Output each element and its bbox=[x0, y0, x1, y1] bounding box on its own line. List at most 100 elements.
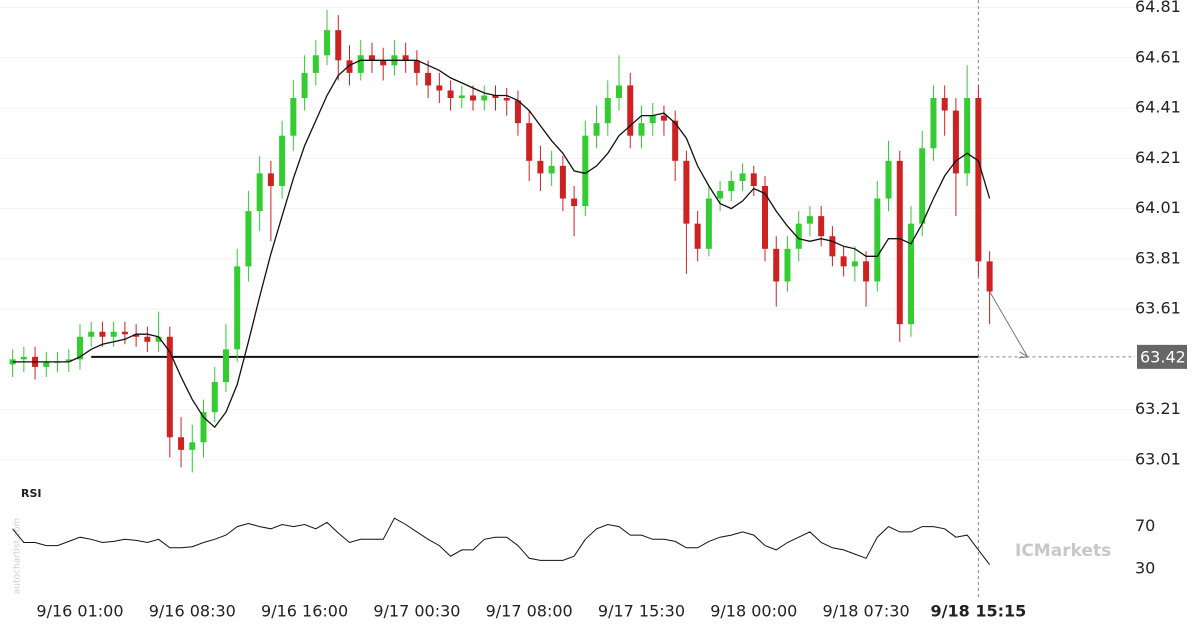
candle-body bbox=[222, 349, 229, 382]
candle-body bbox=[964, 98, 971, 174]
candle-body bbox=[503, 98, 510, 101]
y-tick-label: 63.81 bbox=[1135, 248, 1181, 267]
rsi-line bbox=[12, 517, 990, 565]
candle-body bbox=[200, 412, 207, 443]
forecast-arrow bbox=[989, 291, 1029, 358]
candle-body bbox=[110, 331, 117, 337]
candle-body bbox=[818, 216, 825, 237]
candle-body bbox=[537, 160, 544, 174]
candle-body bbox=[470, 95, 477, 101]
candle-body bbox=[99, 331, 106, 337]
candle-body bbox=[357, 55, 364, 73]
y-tick-label: 70 bbox=[1135, 516, 1155, 535]
x-tick-label: 9/17 15:30 bbox=[598, 602, 685, 621]
candle-body bbox=[919, 148, 926, 224]
candle-body bbox=[885, 160, 892, 199]
candle-body bbox=[425, 72, 432, 86]
candle-body bbox=[76, 336, 83, 360]
candle-body bbox=[728, 180, 735, 191]
candle-body bbox=[829, 236, 836, 257]
candle-body bbox=[436, 85, 443, 91]
y-tick-label: 64.41 bbox=[1135, 98, 1181, 117]
moving-average bbox=[12, 59, 991, 429]
candle-body bbox=[380, 60, 387, 66]
y-tick-label: 63.01 bbox=[1135, 449, 1181, 468]
candle-body bbox=[863, 261, 870, 282]
candle-body bbox=[773, 248, 780, 282]
candle-body bbox=[324, 30, 331, 56]
candle-body bbox=[88, 331, 95, 337]
candle-body bbox=[683, 160, 690, 224]
candle-body bbox=[234, 266, 241, 350]
candle-body bbox=[750, 173, 757, 186]
x-tick-label: 9/18 07:30 bbox=[823, 602, 910, 621]
forecast-arrowhead bbox=[1018, 351, 1030, 359]
candle-body bbox=[941, 98, 948, 111]
x-tick-label: 9/18 00:00 bbox=[710, 602, 797, 621]
candle-body bbox=[514, 100, 521, 124]
candle-body bbox=[548, 165, 555, 174]
candle-body bbox=[245, 211, 252, 267]
candle-body bbox=[312, 55, 319, 73]
candle-body bbox=[178, 437, 185, 450]
x-tick-label: 9/16 08:30 bbox=[149, 602, 236, 621]
candle-body bbox=[582, 135, 589, 207]
candle-body bbox=[211, 381, 218, 413]
candle-body bbox=[672, 120, 679, 161]
candle-body bbox=[762, 185, 769, 249]
candle-body bbox=[20, 356, 27, 360]
source: autochartist.com bbox=[13, 518, 23, 594]
x-tick-label: 9/17 08:00 bbox=[486, 602, 573, 621]
candle-body bbox=[133, 334, 140, 337]
candle-body bbox=[930, 98, 937, 149]
candle-body bbox=[481, 95, 488, 101]
candle-body bbox=[975, 98, 982, 262]
x-tick-label: 9/18 15:15 bbox=[931, 602, 1027, 621]
candle-body bbox=[638, 123, 645, 136]
y-tick-label: 64.61 bbox=[1135, 47, 1181, 66]
candle-body bbox=[121, 331, 128, 335]
candle-body bbox=[301, 72, 308, 99]
candle-body bbox=[806, 216, 813, 224]
candle-body bbox=[986, 261, 993, 292]
candle-body bbox=[43, 361, 50, 367]
x-tick-label: 9/16 01:00 bbox=[36, 602, 123, 621]
y-tick-label: 64.21 bbox=[1135, 148, 1181, 167]
candle-body bbox=[492, 95, 499, 99]
candle-body bbox=[874, 198, 881, 282]
candle-body bbox=[627, 85, 634, 136]
y-tick-label: 30 bbox=[1135, 558, 1155, 577]
candle-body bbox=[526, 123, 533, 161]
candle-body bbox=[952, 110, 959, 174]
y-tick-label: 64.01 bbox=[1135, 198, 1181, 217]
y-tick-label: 63.21 bbox=[1135, 399, 1181, 418]
candle-body bbox=[717, 190, 724, 199]
candle-body bbox=[784, 248, 791, 282]
candle-body bbox=[166, 336, 173, 438]
candle-body bbox=[447, 90, 454, 99]
candle-body bbox=[368, 55, 375, 61]
candle-body bbox=[402, 55, 409, 61]
candle-body bbox=[660, 115, 667, 121]
candle-body bbox=[155, 336, 162, 342]
candle-body bbox=[593, 123, 600, 136]
y-tick-label: 64.81 bbox=[1135, 0, 1181, 16]
candle-body bbox=[649, 115, 656, 124]
candle-body bbox=[851, 261, 858, 267]
rsi-title: RSI bbox=[21, 487, 42, 500]
candle-body bbox=[908, 223, 914, 325]
level-label: 63.42 bbox=[1140, 347, 1186, 366]
x-tick-label: 9/17 00:30 bbox=[373, 602, 460, 621]
candle-body bbox=[840, 256, 847, 267]
candle-body bbox=[559, 165, 566, 199]
candle-body bbox=[267, 173, 274, 186]
candle-body bbox=[795, 223, 802, 249]
candle-body bbox=[896, 160, 903, 325]
candle-body bbox=[335, 30, 342, 61]
candle-body bbox=[279, 135, 286, 186]
candle-body bbox=[739, 173, 746, 181]
candle-body bbox=[616, 85, 623, 99]
candle-body bbox=[694, 223, 701, 249]
